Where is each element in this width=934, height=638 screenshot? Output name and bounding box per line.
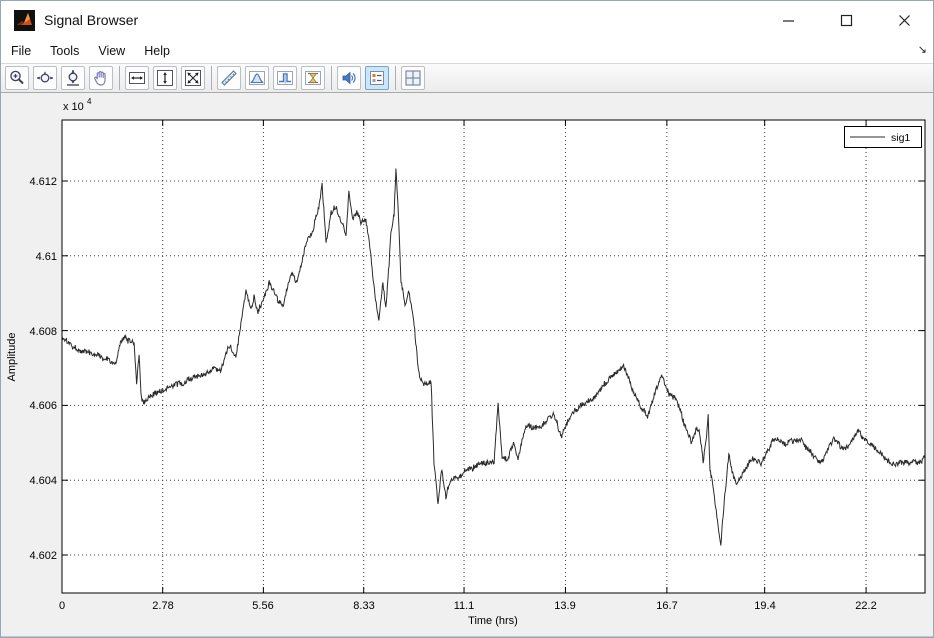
peak-finder-button[interactable] [301,66,325,90]
play-audio-button[interactable] [337,66,361,90]
step-signal-icon [277,71,293,85]
legend[interactable]: sig1 [844,126,922,148]
matlab-icon [14,9,35,31]
menu-bar: File Tools View Help [1,39,933,63]
x-tick-label: 16.7 [656,600,677,612]
toolbar [1,63,933,93]
legend-entry-sig1: sig1 [891,132,910,144]
toolbar-separator [331,66,332,90]
legend-toggle-button[interactable] [365,66,389,90]
bell-curve-icon [249,71,265,85]
scale-x-axis-icon [129,72,145,84]
y-scale-exponent: 4 [87,97,92,106]
x-tick-label: 2.78 [152,600,173,612]
x-axis-label: Time (hrs) [468,615,518,627]
close-button[interactable] [875,1,933,39]
scale-xy-button[interactable] [181,66,205,90]
y-tick-label: 4.606 [29,400,57,412]
menu-tools[interactable]: Tools [50,44,80,58]
y-axis-label: Amplitude [6,333,18,382]
toolbar-separator [395,66,396,90]
x-tick-label: 11.1 [454,600,475,612]
gridlines [62,120,925,593]
x-tick-label: 22.2 [855,600,876,612]
toolbar-separator [119,66,120,90]
peak-finder-icon [305,71,321,85]
signal-trace [62,168,925,546]
y-tick-label: 4.604 [29,475,57,487]
speaker-icon [342,71,356,85]
cursor-measurements-button[interactable] [217,66,241,90]
minimize-button[interactable] [759,1,817,39]
y-tick-label: 4.61 [36,251,57,263]
x-tick-label: 5.56 [252,600,273,612]
legend-icon [370,71,384,85]
pan-button[interactable] [89,66,113,90]
figure-area: x 10 4 4.612 4.61 4.608 4.606 4.604 4.60… [1,93,933,637]
x-tick-label: 0 [59,600,65,612]
toolbar-separator [211,66,212,90]
y-tick-label: 4.602 [29,550,57,562]
y-scale-label: x 10 [63,101,84,113]
title-bar: Signal Browser [1,1,933,39]
scale-y-axis-icon [157,70,173,86]
scale-xy-axes-icon [185,70,201,86]
signal-statistics-button[interactable] [245,66,269,90]
plot-canvas[interactable] [62,120,925,593]
tick-marks [61,120,925,593]
dock-figure-icon[interactable]: ↘ [917,44,927,56]
zoom-x-button[interactable] [33,66,57,90]
zoom-x-icon [37,71,53,83]
zoom-y-button[interactable] [61,66,85,90]
y-tick-label: 4.608 [29,326,57,338]
x-tick-label: 8.33 [353,600,374,612]
zoom-in-icon [10,70,24,85]
x-tick-label: 19.4 [754,600,775,612]
layout-grid-icon [405,70,421,86]
plot-svg: x 10 4 4.612 4.61 4.608 4.606 4.604 4.60… [6,97,926,627]
menu-view[interactable]: View [98,44,126,58]
scale-y-button[interactable] [153,66,177,90]
x-tick-label: 13.9 [554,600,575,612]
scale-x-button[interactable] [125,66,149,90]
menu-file[interactable]: File [11,44,32,58]
bilevel-measurements-button[interactable] [273,66,297,90]
ruler-icon [221,70,237,86]
axes-border [61,119,926,594]
y-tick-label: 4.612 [29,176,57,188]
maximize-button[interactable] [817,1,875,39]
menu-help[interactable]: Help [144,44,170,58]
close-icon [898,14,910,26]
zoom-in-button[interactable] [5,66,29,90]
zoom-y-icon [67,70,79,86]
minimize-icon [782,19,794,22]
pan-hand-icon [94,71,106,86]
layout-grid-button[interactable] [401,66,425,90]
window-title: Signal Browser [44,12,139,28]
maximize-icon [840,14,852,26]
signal-line-sig1 [62,168,925,546]
